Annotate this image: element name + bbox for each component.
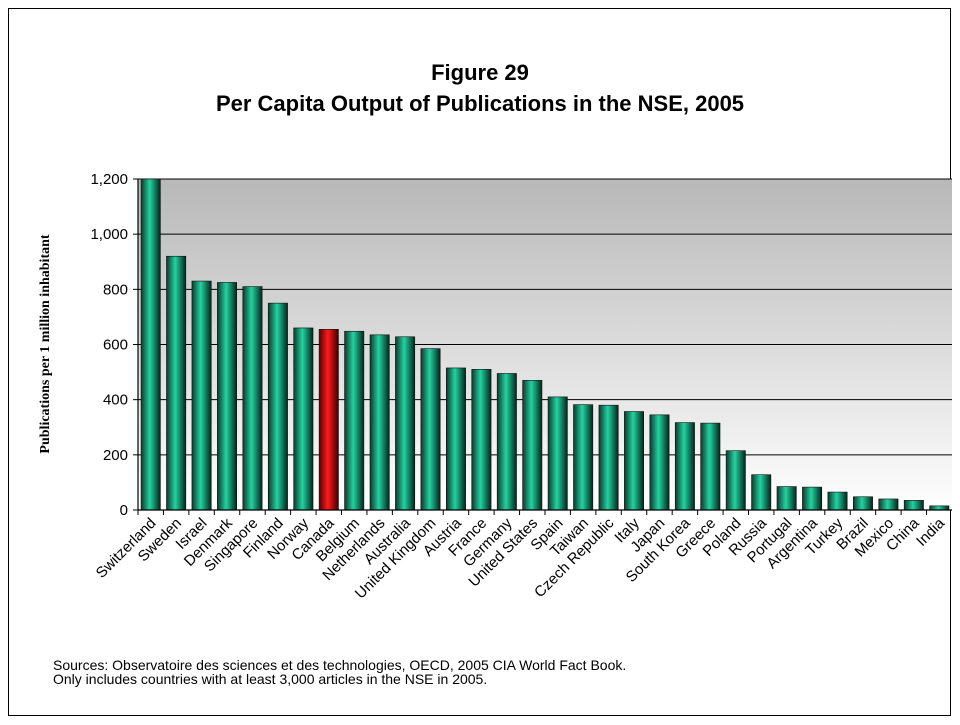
- bar-south-korea: [674, 422, 695, 511]
- y-tick-label: 600: [103, 337, 128, 354]
- y-tick-labels: 0 200 400 600 800 1,000 1,200: [90, 171, 128, 519]
- bar-russia: [751, 474, 772, 511]
- x-tick-labels: SwitzerlandSwedenIsraelDenmarkSingaporeF…: [93, 514, 949, 602]
- bar-united-kingdom: [420, 348, 441, 511]
- y-tick-label: 0: [120, 502, 128, 519]
- bar-sweden: [166, 255, 187, 511]
- axes: [137, 179, 952, 511]
- bar-norway: [293, 327, 314, 511]
- bar-greece: [700, 422, 721, 511]
- source-note: Sources: Observatoire des sciences et de…: [53, 657, 627, 673]
- bar-switzerland: [140, 178, 161, 511]
- bar-belgium: [344, 330, 365, 511]
- bar-czech-republic: [598, 404, 619, 511]
- bars: [140, 178, 950, 511]
- x-tick-label: India: [913, 514, 948, 549]
- bar-australia: [395, 336, 416, 511]
- bar-poland: [725, 450, 746, 511]
- y-tick-label: 400: [103, 392, 128, 409]
- bar-japan: [649, 414, 670, 511]
- bar-singapore: [242, 286, 263, 511]
- y-tick-label: 1,000: [90, 226, 128, 243]
- bar-austria: [446, 367, 466, 511]
- bar-france: [471, 369, 492, 511]
- inclusion-note: Only includes countries with at least 3,…: [53, 671, 488, 687]
- bar-denmark: [217, 282, 237, 511]
- y-tick-label: 200: [103, 447, 128, 464]
- bar-canada: [318, 329, 339, 511]
- bar-germany: [496, 373, 517, 511]
- chart-title: Figure 29: [431, 60, 529, 85]
- bar-mexico: [878, 498, 899, 511]
- bar-china: [903, 500, 924, 511]
- bar-brazil: [853, 496, 873, 511]
- bar-taiwan: [573, 404, 594, 511]
- y-tick-label: 800: [103, 281, 128, 298]
- bar-united-states: [522, 380, 543, 511]
- bar-argentina: [802, 486, 823, 511]
- bar-india: [929, 505, 950, 511]
- bar-portugal: [776, 486, 797, 511]
- bar-spain: [547, 396, 568, 511]
- bar-finland: [267, 302, 288, 511]
- bar-netherlands: [369, 334, 390, 511]
- bar-israel: [191, 280, 212, 511]
- bar-italy: [624, 411, 644, 511]
- chart-subtitle: Per Capita Output of Publications in the…: [215, 91, 745, 116]
- bar-turkey: [827, 491, 848, 511]
- y-tick-label: 1,200: [90, 171, 128, 188]
